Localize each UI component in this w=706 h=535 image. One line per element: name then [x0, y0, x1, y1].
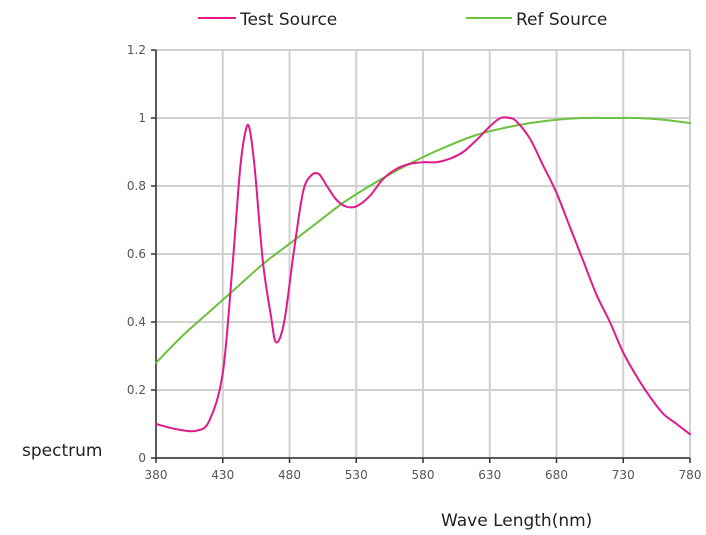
x-tick-label: 380 [145, 468, 168, 482]
legend-item-ref-source[interactable]: Ref Source [466, 10, 607, 30]
series-line-ref-source [155, 116, 691, 364]
x-axis-label: Wave Length(nm) [441, 511, 592, 531]
y-tick-label: 0.4 [127, 315, 146, 329]
legend: Test Source Ref Source [198, 10, 607, 30]
y-tick-label: 0.2 [127, 383, 146, 397]
y-tick-label: 0.8 [127, 179, 146, 193]
x-tick-label: 580 [412, 468, 435, 482]
x-tick-label: 480 [278, 468, 301, 482]
axes [151, 49, 691, 463]
series-line-test-source [155, 116, 691, 436]
series-lines [155, 116, 691, 436]
x-tick-label: 630 [478, 468, 501, 482]
x-tick-label: 730 [612, 468, 635, 482]
y-tick-label: 1.2 [127, 43, 146, 57]
x-tick-labels: 380 430 480 530 580 630 680 730 780 [145, 468, 702, 482]
grid-lines [155, 49, 691, 459]
legend-label-ref-source: Ref Source [516, 10, 607, 30]
legend-item-test-source[interactable]: Test Source [198, 10, 337, 30]
legend-label-test-source: Test Source [239, 10, 337, 30]
x-tick-label: 680 [545, 468, 568, 482]
y-tick-labels: 0 0.2 0.4 0.6 0.8 1 1.2 [127, 43, 146, 465]
y-axis-label: spectrum [22, 441, 102, 461]
y-tick-label: 0 [138, 451, 146, 465]
y-tick-label: 0.6 [127, 247, 146, 261]
x-tick-label: 780 [679, 468, 702, 482]
x-tick-label: 530 [345, 468, 368, 482]
x-tick-label: 430 [211, 468, 234, 482]
y-tick-label: 1 [138, 111, 146, 125]
